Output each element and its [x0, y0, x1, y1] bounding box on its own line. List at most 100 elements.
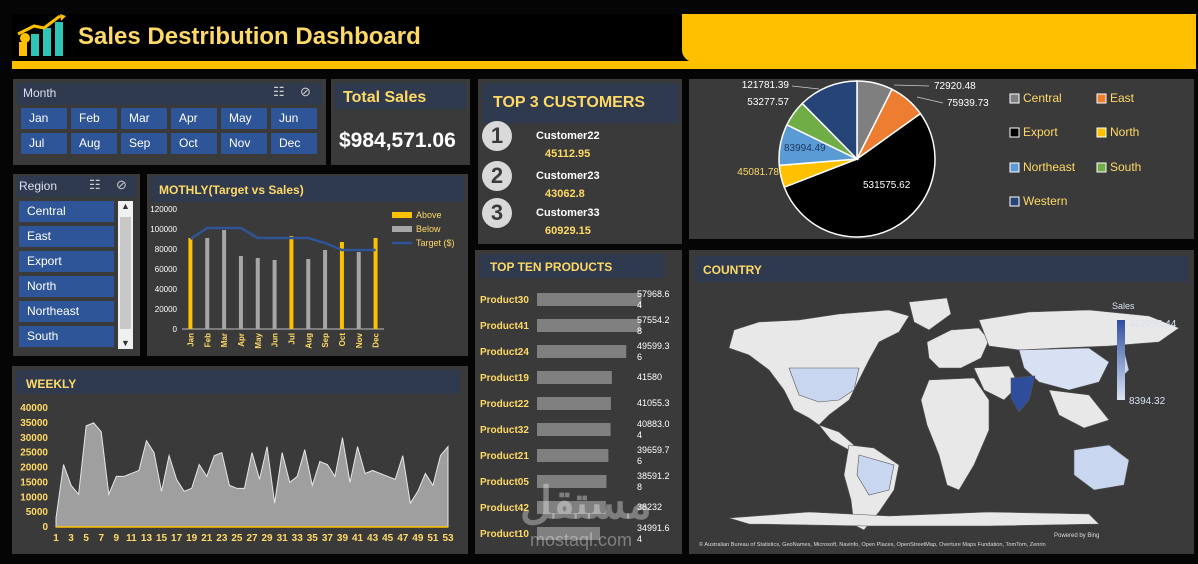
month-button-aug[interactable]: Aug [71, 133, 117, 154]
product-label: Product41 [480, 321, 529, 332]
weekly-chart-header [16, 370, 460, 394]
x-tick-label: Nov [355, 332, 364, 348]
month-button-nov[interactable]: Nov [221, 133, 267, 154]
bar-below-aug [306, 259, 311, 329]
pie-slice-western [801, 80, 858, 161]
x-tick-label: 43 [367, 533, 379, 544]
y-tick-label: 30000 [20, 433, 48, 444]
monthly-chart-card: MOTHLY(Target vs Sales) 0 20000 40000 60000… [147, 174, 468, 356]
clear-filter-icon[interactable]: ⊘ [116, 177, 127, 192]
header-gold-band [682, 14, 1196, 62]
multi-select-icon[interactable]: ☷ [89, 177, 101, 192]
usa-shape [788, 367, 860, 403]
region-button-northeast[interactable]: Northeast [19, 301, 114, 322]
month-button-oct[interactable]: Oct [171, 133, 217, 154]
region-slicer-title: Region [19, 179, 58, 193]
target-line [189, 226, 376, 252]
product-value-label: 6 [637, 456, 642, 466]
y-tick-label: 15000 [20, 477, 48, 488]
rank-circle: 3 [482, 198, 512, 228]
month-button-feb[interactable]: Feb [71, 108, 117, 129]
scrollbar-thumb[interactable] [120, 217, 131, 329]
weekly-chart-title: WEEKLY [26, 377, 77, 391]
pie-data-label: 121781.39 [742, 80, 790, 91]
x-tick-label: 39 [337, 533, 349, 544]
x-tick-label: Aug [304, 333, 313, 349]
y-tick-label: 100000 [150, 225, 177, 234]
bar-chart-growth-icon [17, 14, 66, 56]
x-tick-label: 3 [68, 533, 74, 544]
legend-label-export: Export [1023, 125, 1058, 139]
x-tick-label: 5 [83, 533, 89, 544]
bar-above-dec [373, 238, 378, 329]
product-value-label: 4 [637, 300, 642, 310]
month-button-may[interactable]: May [221, 108, 267, 129]
legend-label: Target ($) [416, 238, 455, 248]
x-tick-label: 45 [382, 533, 394, 544]
y-tick-label: 35000 [20, 418, 48, 429]
multi-select-icon[interactable]: ☷ [273, 84, 285, 99]
pie-data-label: 83994.49 [784, 143, 826, 154]
antarctica-shape [728, 511, 1100, 527]
product-value-label: 40883.0 [637, 419, 670, 429]
month-button-jul[interactable]: Jul [21, 133, 67, 154]
x-tick-label: 41 [352, 533, 364, 544]
region-button-east[interactable]: East [19, 226, 114, 247]
x-tick-label: 21 [201, 533, 213, 544]
product-label: Product19 [480, 373, 529, 384]
product-value-label: 38591.2 [637, 471, 670, 481]
legend-swatch [1009, 162, 1020, 173]
country-map-title: COUNTRY [703, 263, 762, 277]
month-button-sep[interactable]: Sep [121, 133, 167, 154]
region-button-export[interactable]: Export [19, 251, 114, 272]
total-sales-value: $984,571.06 [339, 129, 456, 152]
product-bar-product42 [537, 501, 606, 514]
customer-name: Customer33 [536, 207, 600, 219]
total-sales-card: Total Sales $984,571.06 [331, 79, 470, 165]
product-label: Product24 [480, 347, 529, 358]
customer-sales: 60929.15 [545, 225, 591, 237]
header-black-band [12, 14, 682, 62]
region-button-north[interactable]: North [19, 276, 114, 297]
customer-name: Customer22 [536, 130, 600, 142]
legend-swatch [392, 226, 412, 232]
x-tick-label: 35 [307, 533, 319, 544]
product-value-label: 57968.6 [637, 289, 670, 299]
month-button-jun[interactable]: Jun [271, 108, 317, 129]
product-value-label: 34991.6 [637, 523, 670, 533]
scroll-up-icon[interactable]: ▲ [121, 201, 130, 211]
x-tick-label: 31 [277, 533, 289, 544]
brazil-shape [856, 454, 895, 496]
month-button-apr[interactable]: Apr [171, 108, 217, 129]
y-tick-label: 0 [173, 325, 178, 334]
watermark-latin: mostaql.com [530, 530, 633, 550]
monthly-chart-header [151, 176, 464, 202]
pie-data-label: 531575.62 [863, 180, 911, 191]
region-button-central[interactable]: Central [19, 201, 114, 222]
x-tick-label: 11 [126, 533, 137, 544]
month-button-dec[interactable]: Dec [271, 133, 317, 154]
x-tick-label: 19 [186, 533, 198, 544]
country-map-header [695, 256, 1188, 282]
y-tick-label: 20000 [20, 463, 48, 474]
product-bar-product24 [537, 345, 627, 358]
total-sales-header [335, 83, 466, 109]
product-bar-product30 [537, 293, 642, 306]
top-products-title: TOP TEN PRODUCTS [490, 260, 613, 274]
product-bar-product21 [537, 449, 609, 462]
top-customers-header [482, 83, 678, 123]
x-tick-label: Dec [372, 332, 381, 347]
map-legend-max: 452995.44 [1129, 319, 1177, 330]
product-value-label: 6 [637, 352, 642, 362]
region-scrollbar[interactable]: ▲ ▼ [118, 201, 133, 349]
product-label: Product22 [480, 399, 529, 410]
china-shape [1018, 347, 1110, 391]
region-slicer: Region ☷ ⊘ Central East Export North Northea… [13, 174, 140, 356]
month-button-jan[interactable]: Jan [21, 108, 67, 129]
greenland-shape [908, 297, 952, 331]
region-button-south[interactable]: South [19, 326, 114, 347]
y-tick-label: 0 [42, 522, 48, 533]
month-button-mar[interactable]: Mar [121, 108, 167, 129]
scroll-down-icon[interactable]: ▼ [121, 338, 130, 348]
clear-filter-icon[interactable]: ⊘ [300, 84, 311, 99]
